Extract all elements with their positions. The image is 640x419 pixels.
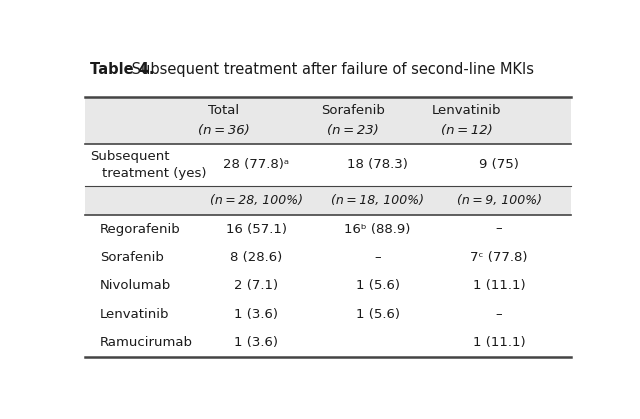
Bar bbox=[85, 186, 571, 215]
Text: 1 (5.6): 1 (5.6) bbox=[356, 279, 399, 292]
Text: Sorafenib: Sorafenib bbox=[100, 251, 164, 264]
Text: 1 (3.6): 1 (3.6) bbox=[234, 308, 278, 321]
Text: 7ᶜ (77.8): 7ᶜ (77.8) bbox=[470, 251, 528, 264]
Text: 1 (3.6): 1 (3.6) bbox=[234, 336, 278, 349]
Text: (n = 23): (n = 23) bbox=[327, 124, 379, 137]
Text: 18 (78.3): 18 (78.3) bbox=[347, 158, 408, 171]
Text: Regorafenib: Regorafenib bbox=[100, 222, 180, 235]
Text: Subsequent: Subsequent bbox=[90, 150, 170, 163]
Text: 8 (28.6): 8 (28.6) bbox=[230, 251, 282, 264]
Text: Nivolumab: Nivolumab bbox=[100, 279, 171, 292]
Text: 16 (57.1): 16 (57.1) bbox=[225, 222, 287, 235]
Text: Total: Total bbox=[208, 103, 239, 116]
Bar bbox=[85, 97, 571, 144]
Text: 9 (75): 9 (75) bbox=[479, 158, 519, 171]
Text: 1 (11.1): 1 (11.1) bbox=[473, 336, 525, 349]
Text: 1 (11.1): 1 (11.1) bbox=[473, 279, 525, 292]
Text: (n = 9, 100%): (n = 9, 100%) bbox=[456, 194, 541, 207]
Text: treatment (yes): treatment (yes) bbox=[102, 167, 207, 180]
Text: (n = 36): (n = 36) bbox=[198, 124, 250, 137]
Text: 1 (5.6): 1 (5.6) bbox=[356, 308, 399, 321]
Text: Table 4.: Table 4. bbox=[90, 62, 154, 77]
Text: 16ᵇ (88.9): 16ᵇ (88.9) bbox=[344, 222, 411, 235]
Text: Lenvatinib: Lenvatinib bbox=[100, 308, 170, 321]
Text: 2 (7.1): 2 (7.1) bbox=[234, 279, 278, 292]
Text: Ramucirumab: Ramucirumab bbox=[100, 336, 193, 349]
Text: (n = 18, 100%): (n = 18, 100%) bbox=[331, 194, 424, 207]
Text: (n = 12): (n = 12) bbox=[441, 124, 493, 137]
Text: –: – bbox=[496, 222, 502, 235]
Text: Sorafenib: Sorafenib bbox=[321, 103, 385, 116]
Text: Lenvatinib: Lenvatinib bbox=[432, 103, 502, 116]
Text: (n = 28, 100%): (n = 28, 100%) bbox=[209, 194, 303, 207]
Text: –: – bbox=[374, 251, 381, 264]
Text: –: – bbox=[496, 308, 502, 321]
Text: Subsequent treatment after failure of second-line MKIs: Subsequent treatment after failure of se… bbox=[127, 62, 534, 77]
Text: 28 (77.8)ᵃ: 28 (77.8)ᵃ bbox=[223, 158, 289, 171]
